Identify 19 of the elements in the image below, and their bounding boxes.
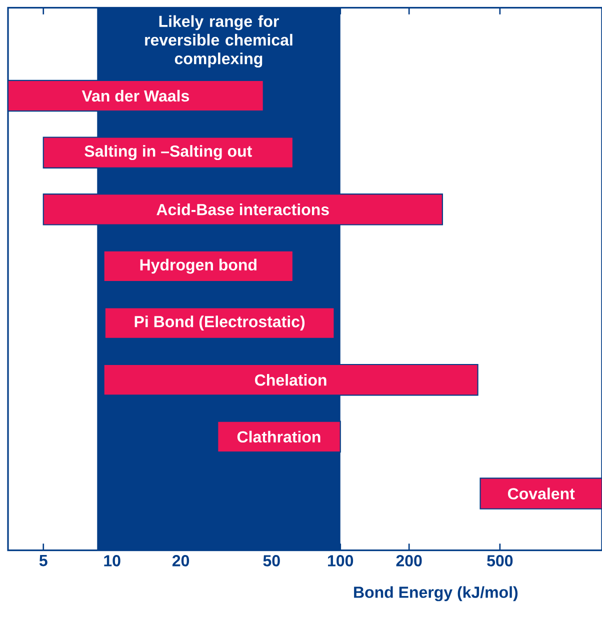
y-tick-label: Acid-Base interactions bbox=[156, 204, 329, 216]
x-tick-label: 5 bbox=[39, 555, 48, 566]
y-tick-label: Clathration bbox=[237, 430, 320, 443]
x-tick-label: 500 bbox=[487, 555, 513, 566]
y-tick-label: Covalent bbox=[508, 488, 575, 500]
bar bbox=[104, 307, 335, 339]
x-tick-label: 100 bbox=[328, 555, 354, 566]
y-tick-label: Chelation bbox=[255, 374, 326, 386]
x-tick-label: 200 bbox=[396, 555, 422, 566]
x-tick-label: 10 bbox=[104, 555, 120, 566]
band-label: Likely range for reversible chemical complexing bbox=[145, 15, 292, 68]
y-tick-label: Salting in –Salting out bbox=[84, 145, 252, 160]
y-tick-label: Van der Waals bbox=[82, 90, 189, 102]
y-tick-label: Pi Bond (Electrostatic) bbox=[134, 316, 305, 330]
x-tick-label: 20 bbox=[172, 555, 190, 566]
bar bbox=[103, 250, 294, 282]
y-tick-label: Hydrogen bond bbox=[140, 258, 256, 274]
x-axis-title: Bond Energy (kJ/mol) bbox=[354, 586, 518, 602]
x-tick-label: 50 bbox=[263, 555, 280, 566]
